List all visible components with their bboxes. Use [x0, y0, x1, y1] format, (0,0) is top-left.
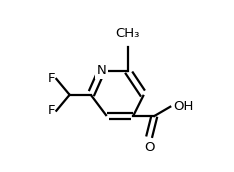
Text: OH: OH [173, 100, 193, 113]
Text: N: N [96, 64, 106, 77]
Text: O: O [144, 141, 154, 154]
Text: CH₃: CH₃ [116, 27, 140, 40]
Text: F: F [48, 104, 55, 117]
Text: F: F [48, 72, 55, 85]
